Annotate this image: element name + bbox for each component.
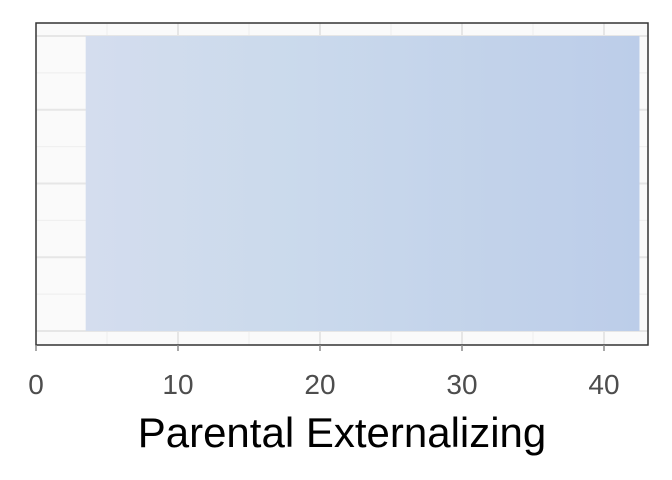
x-tick-label: 0	[28, 369, 44, 400]
x-axis-tick-labels: 0 10 20 30 40	[28, 369, 619, 400]
x-tick-label: 40	[588, 369, 619, 400]
x-axis-ticks	[35, 345, 605, 351]
x-tick-label: 10	[162, 369, 193, 400]
bar	[85, 36, 640, 331]
x-axis-title: Parental Externalizing	[138, 409, 547, 456]
plot-panel-border	[35, 22, 649, 346]
x-tick-label: 30	[446, 369, 477, 400]
x-tick-label: 20	[304, 369, 335, 400]
